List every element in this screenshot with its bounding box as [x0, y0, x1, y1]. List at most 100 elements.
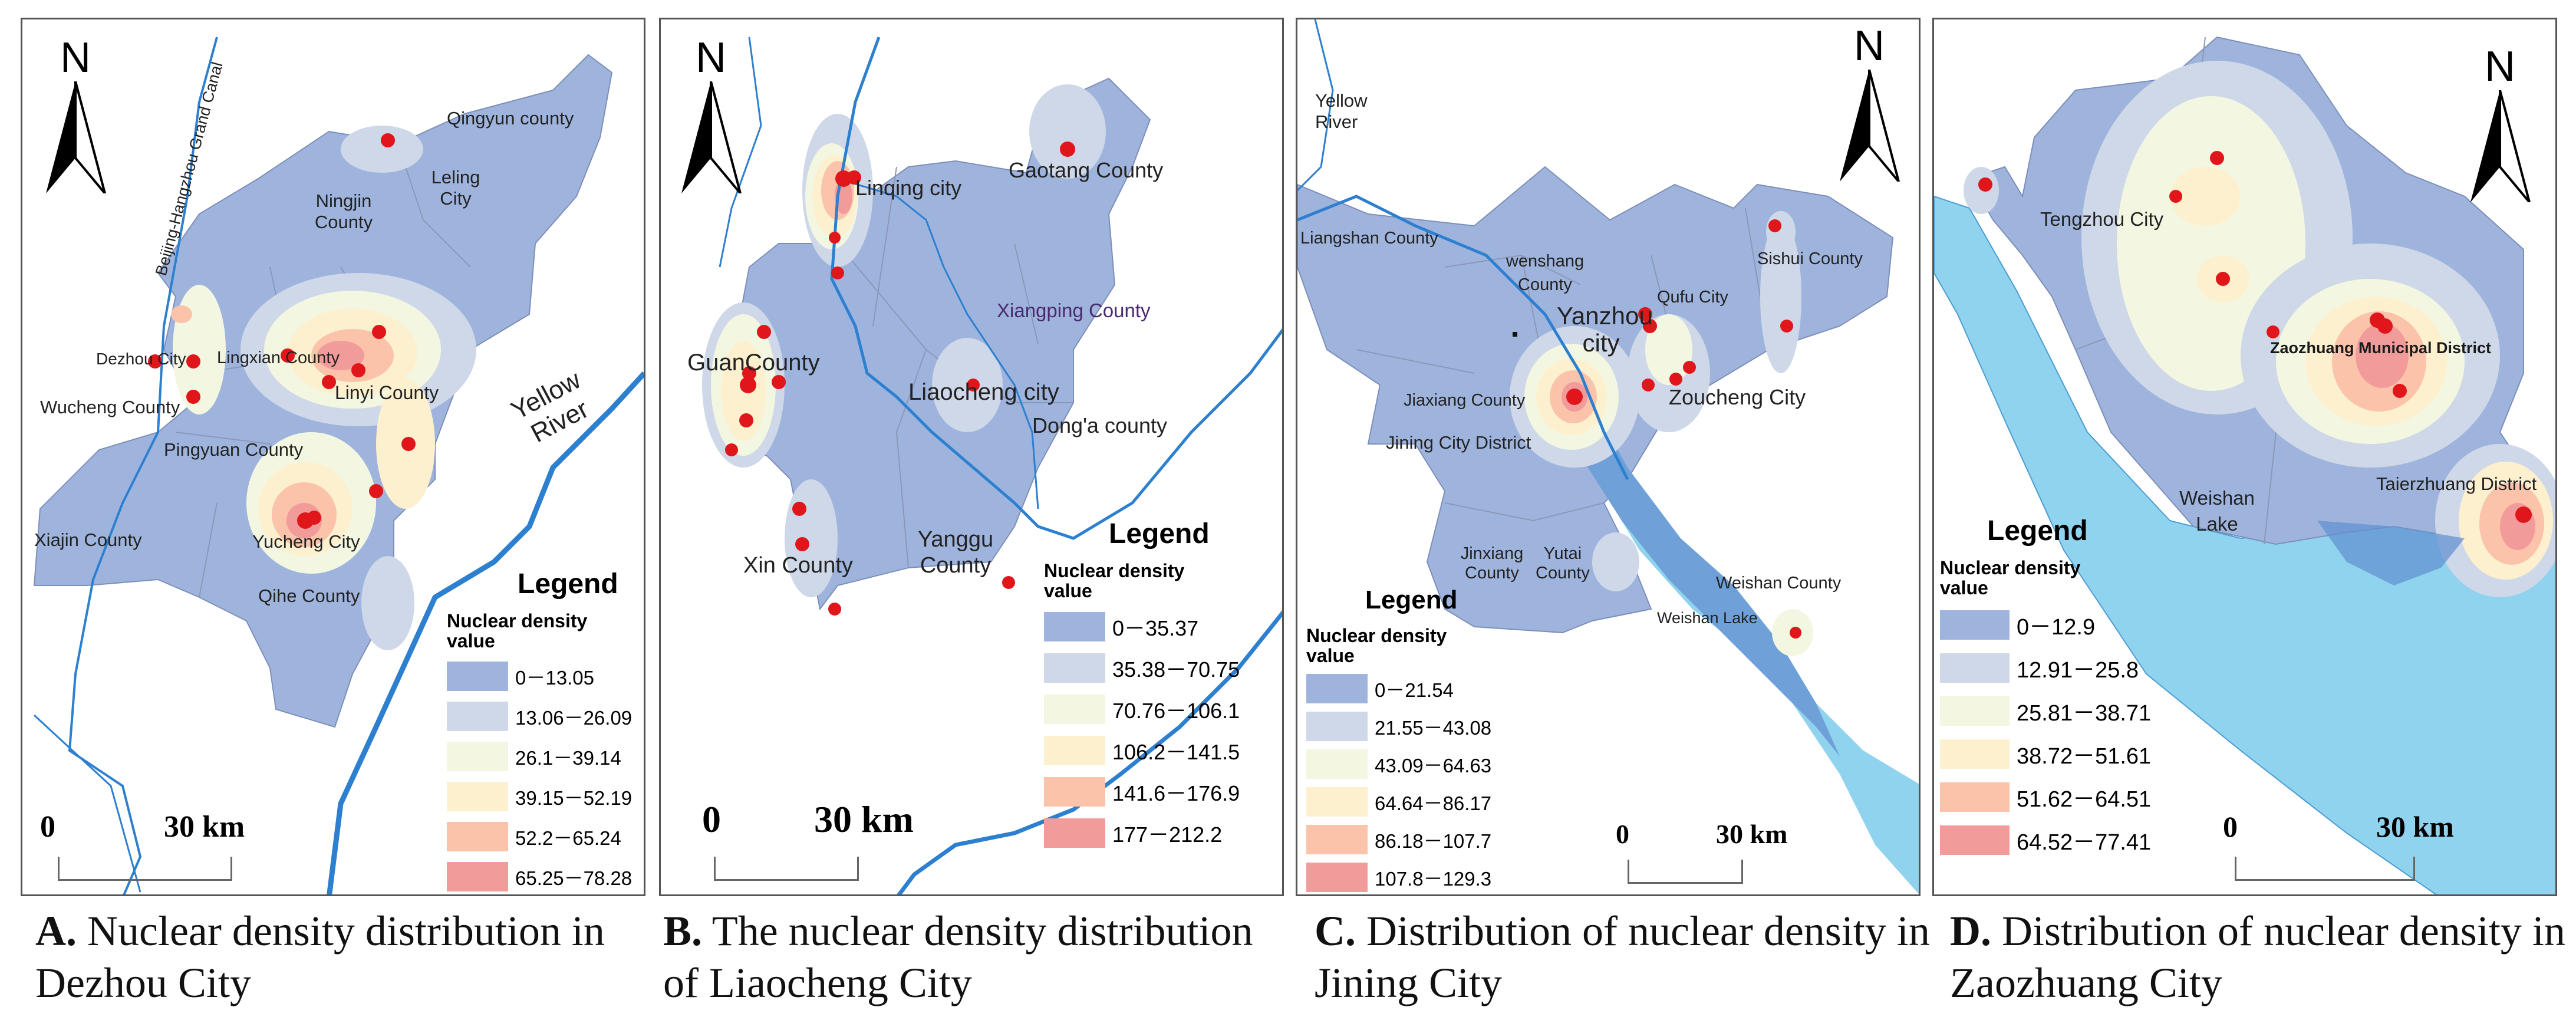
legend-swatch-2 [1940, 653, 2010, 683]
legend-label-5: 51.62－64.51 [2017, 787, 2152, 812]
north-arrow-icon [1840, 70, 1900, 182]
legend-swatch-4 [1940, 739, 2010, 769]
scale-zero: 0 [1616, 819, 1629, 849]
legend-b: Legend Nuclear density value 0－35.37 35.… [1044, 518, 1240, 848]
label-yucheng: Yucheng City [252, 531, 360, 552]
caption-text: Distribution of nuclear density in Jinin… [1315, 907, 1930, 1006]
legend-swatch-2 [1044, 653, 1105, 683]
weishan-lake [1934, 195, 2555, 894]
legend-swatch-5 [1044, 777, 1105, 807]
scale-km: 30 km [164, 810, 245, 844]
north-arrow-icon [2470, 90, 2531, 202]
legend-subtitle: Nuclear density value [1940, 557, 2081, 598]
label-weishan: Weishan County [1716, 574, 1842, 593]
legend-subtitle: Nuclear density value [1044, 560, 1185, 601]
legend-label-1: 0－21.54 [1375, 679, 1454, 701]
legend-swatch-4 [1306, 787, 1368, 817]
legend-swatch-1 [1306, 674, 1368, 703]
north-arrow-icon [681, 81, 742, 193]
label-xiajin: Xiajin County [34, 529, 142, 550]
legend-title: Legend [518, 568, 618, 600]
label-xiangping: Xiangping County [997, 300, 1151, 321]
legend-swatch-3 [1940, 696, 2010, 726]
legend-label-2: 21.55－43.08 [1375, 717, 1492, 739]
legend-label-5: 141.6－176.9 [1112, 781, 1240, 805]
legend-title: Legend [1987, 515, 2088, 547]
label-jining-district: Jining City District [1386, 432, 1531, 453]
label-jinxiang: Jinxiang County [1460, 544, 1524, 583]
scale-bar-c: 0 30 km [1616, 818, 1840, 889]
map-panel-c: Yellow River Liangshan County wenshang C… [1296, 18, 1921, 896]
map-c [1297, 19, 1919, 894]
caption-text: Distribution of nuclear density in Zaozh… [1950, 907, 2565, 1006]
label-donga: Dong'a county [1032, 413, 1168, 437]
label-gaotang: Gaotang County [1009, 158, 1164, 182]
legend-label-3: 25.81－38.71 [2017, 701, 2152, 726]
legend-d: Legend Nuclear density value 0－12.9 12.9… [1940, 515, 2151, 856]
label-wucheng: Wucheng County [40, 397, 180, 417]
north-arrow: N [1834, 22, 1905, 182]
map-b [702, 37, 1282, 894]
label-yellow-river: Yellow River [1315, 90, 1368, 132]
caption-letter: C. [1315, 907, 1356, 955]
legend-label-1: 0－35.37 [1112, 616, 1199, 640]
legend-swatch-3 [447, 742, 508, 771]
legend-swatch-2 [447, 702, 508, 731]
legend-label-6: 65.25－78.28 [515, 867, 633, 889]
legend-label-2: 13.06－26.09 [515, 707, 633, 729]
label-dezhou: Dezhou City [96, 350, 186, 368]
legend-swatch-5 [447, 822, 508, 851]
caption-letter: A. [35, 907, 77, 955]
legend-swatch-6 [1940, 825, 2010, 855]
label-qufu: Qufu City [1657, 288, 1728, 307]
label-ningjin: Ningjin County [314, 190, 373, 232]
legend-swatch-6 [447, 862, 508, 891]
legend-swatch-1 [1044, 612, 1105, 641]
legend-label-3: 26.1－39.14 [515, 747, 621, 769]
map-panel-b: Linqing city Gaotang County Xiangping Co… [659, 18, 1284, 896]
legend-label-2: 12.91－25.8 [2017, 658, 2139, 683]
label-yutai: Yutai County [1536, 544, 1590, 583]
north-label: N [696, 34, 726, 81]
label-linyi: Linyi County [335, 382, 439, 403]
label-linqing: Linqing city [855, 176, 962, 200]
label-municipal: Zaozhuang Municipal District [2270, 339, 2492, 357]
caption-letter: B. [663, 907, 703, 955]
legend-swatch-5 [1940, 782, 2010, 812]
grand-canal [68, 37, 218, 894]
legend-swatch-5 [1306, 825, 1368, 854]
label-yanggu: Yanggu County [917, 527, 994, 578]
legend-label-1: 0－12.9 [2017, 615, 2096, 640]
legend-c: Legend Nuclear density value 0－21.54 21.… [1306, 585, 1491, 892]
label-qingyun: Qingyun county [447, 108, 574, 129]
legend-label-1: 0－13.05 [515, 667, 594, 689]
map-a [33, 37, 644, 894]
legend-a: Legend Nuclear density value 0－13.05 13.… [447, 568, 632, 891]
caption-a: A. Nuclear density distribution in Dezho… [35, 905, 660, 1009]
north-label: N [1854, 22, 1885, 70]
legend-subtitle: Nuclear density value [1306, 625, 1447, 666]
caption-d: D. Distribution of nuclear density in Za… [1950, 905, 2575, 1009]
scale-zero: 0 [2223, 810, 2238, 843]
caption-text: The nuclear density distribution of Liao… [663, 907, 1253, 1006]
scale-bar-a: 0 30 km [40, 810, 276, 886]
legend-label-4: 38.72－51.61 [2017, 744, 2152, 769]
map-panel-a: Beijing-Hangzhou Grand Canal Yellow Rive… [21, 18, 645, 896]
map-d [1934, 36, 2555, 894]
legend-label-3: 70.76－106.1 [1112, 699, 1240, 723]
legend-swatch-4 [447, 782, 508, 811]
legend-swatch-3 [1306, 749, 1368, 779]
label-wenshang: wenshang County [1506, 252, 1585, 294]
label-qihe: Qihe County [258, 585, 360, 606]
legend-swatch-4 [1044, 736, 1105, 765]
label-xin: Xin County [743, 553, 853, 578]
label-leling: Leling City [431, 167, 480, 209]
label-sishui: Sishui County [1757, 249, 1863, 268]
legend-label-6: 107.8－129.3 [1375, 868, 1492, 890]
legend-title: Legend [1109, 518, 1210, 550]
north-label: N [2485, 43, 2515, 90]
label-weishan-lake: Weishan Lake [2179, 487, 2255, 535]
label-tengzhou: Tengzhou City [2040, 208, 2164, 230]
label-liaocheng: Liaocheng city [908, 379, 1059, 405]
label-pingyuan: Pingyuan County [164, 439, 304, 460]
